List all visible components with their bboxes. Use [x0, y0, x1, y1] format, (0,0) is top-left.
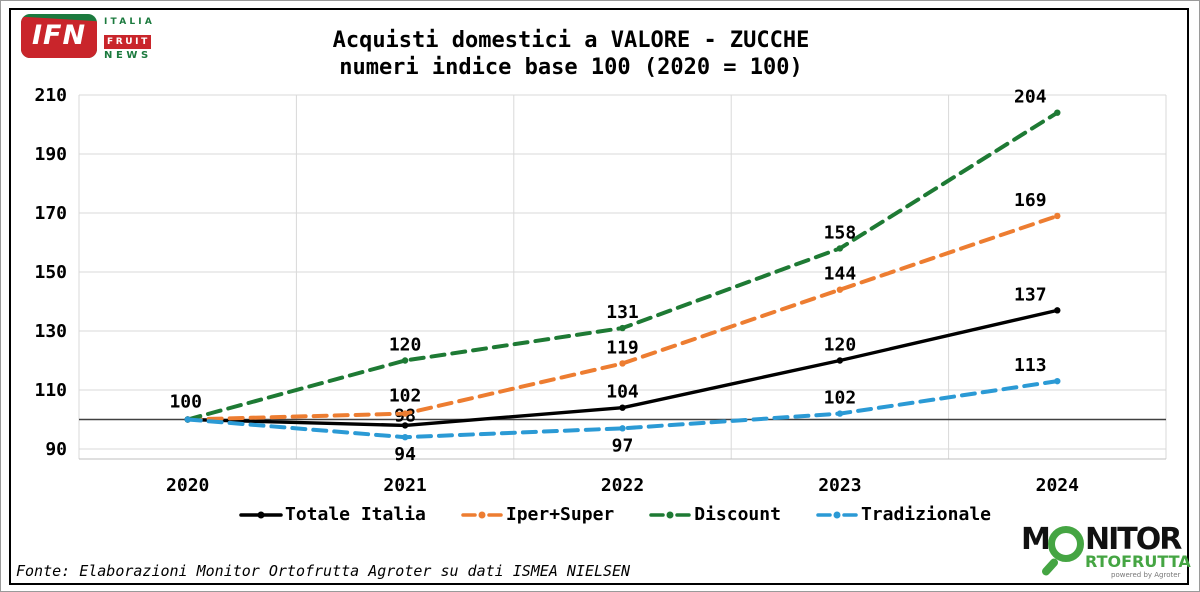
legend-label-totale-italia: Totale Italia	[284, 504, 426, 525]
legend-item-discount: Discount	[648, 504, 781, 525]
legend-marker-discount	[649, 511, 691, 518]
legend-label-iper-super: Iper+Super	[505, 504, 615, 525]
data-point-label: 158	[824, 222, 857, 243]
data-point-marker	[401, 410, 409, 417]
svg-text:2023: 2023	[818, 475, 861, 496]
data-point-label: 169	[1014, 190, 1047, 211]
data-point-marker	[836, 357, 844, 364]
data-point-marker	[1054, 212, 1061, 220]
svg-text:170: 170	[34, 203, 67, 224]
monitor-logo-rtofrutta: RTOFRUTTA	[1085, 552, 1191, 571]
data-point-label: 120	[389, 335, 422, 356]
magnifier-icon	[1048, 526, 1084, 562]
data-point-marker	[401, 434, 409, 441]
data-point-marker	[836, 286, 844, 293]
series-tradizionale: 94 97 102 113	[184, 355, 1061, 465]
ifn-logo-acronym: IFN	[31, 20, 87, 51]
legend-marker-totale-italia	[239, 511, 283, 518]
legend-item-totale-italia: Totale Italia	[239, 504, 426, 525]
data-point-label: 94	[394, 444, 416, 465]
legend-marker-iper-super	[461, 511, 503, 518]
series-discount: 120 131 158 204	[184, 87, 1061, 423]
data-point-label: 204	[1014, 87, 1047, 108]
gridlines	[78, 94, 1167, 460]
monitor-logo-powered-by: powered by Agroter	[1111, 571, 1181, 579]
svg-text:2022: 2022	[601, 475, 644, 496]
legend-item-iper-super: Iper+Super	[460, 504, 614, 525]
svg-text:150: 150	[34, 262, 67, 283]
data-point-label: 137	[1014, 284, 1047, 305]
svg-text:130: 130	[34, 321, 67, 342]
data-point-marker	[836, 410, 844, 417]
source-note: Fonte: Elaborazioni Monitor Ortofrutta A…	[16, 562, 631, 580]
monitor-logo-nitor: NITOR	[1085, 522, 1182, 557]
data-point-marker	[619, 404, 626, 411]
ifn-logo: IFN ITALIA FRUIT NEWS	[21, 14, 155, 63]
data-point-label: 120	[824, 335, 857, 356]
x-axis-labels: 2020 2021 2022 2023 2024	[166, 475, 1079, 496]
ifn-logo-wordmark: ITALIA FRUIT NEWS	[104, 16, 155, 63]
data-point-marker	[184, 416, 191, 423]
legend-marker-tradizionale	[816, 511, 858, 518]
monitor-ortofrutta-logo: M NITOR RTOFRUTTA powered by Agroter	[1021, 522, 1191, 583]
ifn-logo-line-news: NEWS	[104, 50, 152, 61]
data-point-marker	[836, 245, 844, 252]
legend-label-tradizionale: Tradizionale	[860, 504, 991, 525]
data-point-marker	[1054, 307, 1061, 314]
legend-label-discount: Discount	[694, 504, 781, 525]
data-point-marker	[619, 324, 626, 332]
svg-text:2020: 2020	[166, 475, 209, 496]
data-point-label: 144	[824, 264, 857, 285]
ifn-logo-line-fruit: FRUIT	[104, 35, 151, 49]
data-point-label: 131	[606, 302, 639, 323]
chart-title-block: Acquisti domestici a VALORE - ZUCCHE num…	[41, 27, 1101, 81]
monitor-logo-m: M	[1021, 522, 1051, 557]
svg-text:210: 210	[34, 85, 67, 106]
data-point-marker	[1054, 109, 1061, 116]
svg-text:2021: 2021	[383, 475, 426, 496]
series-iper-super: 102 119 144 169	[184, 190, 1061, 423]
svg-text:2024: 2024	[1036, 475, 1080, 496]
series-totale-italia: 10098104120137	[169, 284, 1061, 429]
data-point-label: 104	[606, 382, 639, 403]
data-point-label: 102	[824, 388, 857, 409]
chart-title: Acquisti domestici a VALORE - ZUCCHE	[332, 28, 810, 53]
svg-text:110: 110	[34, 380, 67, 401]
chart-subtitle: numeri indice base 100 (2020 = 100)	[339, 55, 803, 80]
series-line-discount	[185, 110, 1060, 422]
ifn-logo-line-italia: ITALIA	[104, 17, 156, 27]
svg-text:190: 190	[34, 144, 67, 165]
legend-item-tradizionale: Tradizionale	[815, 504, 991, 525]
data-point-label: 113	[1014, 355, 1047, 376]
data-point-marker	[1054, 377, 1061, 385]
data-point-marker	[401, 357, 409, 364]
data-point-label: 119	[606, 337, 639, 358]
data-point-label: 97	[612, 435, 634, 456]
data-point-marker	[401, 422, 409, 429]
svg-text:90: 90	[45, 439, 67, 460]
data-point-label: 102	[389, 386, 422, 407]
chart-legend: Totale Italia Iper+Super Discount Tradizion…	[31, 504, 1199, 525]
y-axis-labels: 90 110 130 150 170 190 210	[34, 85, 67, 460]
data-point-marker	[619, 360, 626, 367]
data-point-label: 100	[169, 392, 202, 413]
data-point-marker	[619, 425, 626, 432]
series-line-tradizionale	[185, 379, 1060, 440]
chart-frame	[9, 8, 1189, 585]
ifn-logo-badge: IFN	[21, 14, 97, 58]
